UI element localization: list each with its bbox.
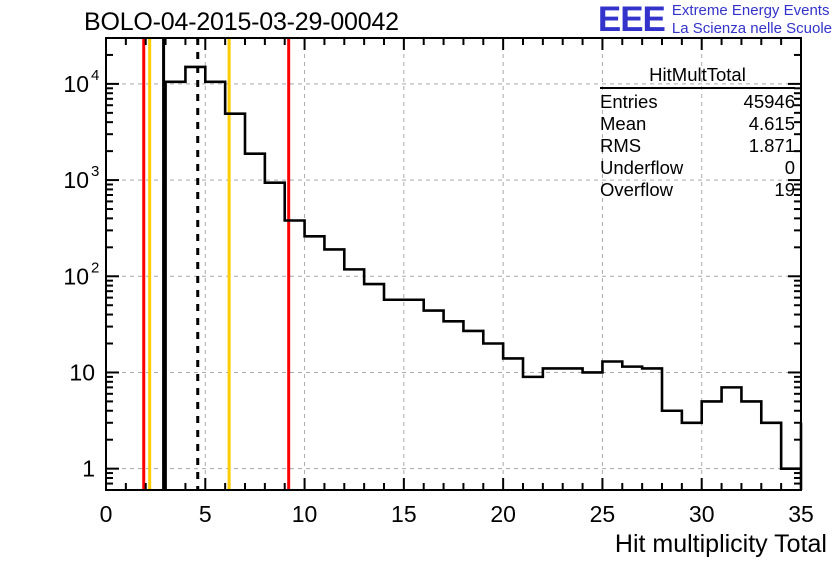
stats-row-label: Overflow [600, 179, 673, 200]
y-tick-label: 10 [69, 359, 95, 385]
x-tick-label: 10 [292, 501, 318, 527]
stats-row-label: Underflow [600, 157, 684, 178]
y-tick-label: 1 [82, 456, 95, 482]
stats-row-list: Entries 45946 Mean 4.615 RMS 1.871 Underflow 0 O… [596, 91, 799, 201]
stats-row-value: 19 [774, 179, 795, 200]
stats-row: Mean 4.615 [596, 113, 799, 135]
eee-logo: EEE Extreme Energy Events La Scienza nel… [598, 2, 832, 37]
x-tick-label: 30 [689, 501, 715, 527]
x-tick-label: 35 [788, 501, 814, 527]
eee-logo-mark: EEE [597, 0, 666, 39]
marker-lines [142, 38, 291, 490]
svg-text:2: 2 [91, 259, 99, 276]
histogram-step-path [164, 65, 803, 490]
svg-text:10: 10 [63, 263, 89, 289]
eee-logo-line2: La Scienza nelle Scuole [671, 19, 832, 37]
x-tick-label: 15 [391, 501, 417, 527]
stats-row-label: Mean [600, 113, 647, 134]
grid-lines [106, 38, 802, 490]
svg-text:10: 10 [63, 71, 89, 97]
svg-text:10: 10 [63, 167, 89, 193]
stats-row-label: Entries [600, 91, 658, 112]
stats-row-value: 1.871 [748, 135, 795, 156]
y-tick-label: 10 3 [63, 163, 99, 193]
axis-frame [105, 37, 802, 491]
stats-row-value: 4.615 [748, 113, 795, 134]
x-tick-label: 5 [199, 501, 212, 527]
svg-text:4: 4 [91, 67, 99, 84]
histogram-outline [164, 65, 803, 490]
stats-box-title: HitMultTotal [600, 64, 795, 89]
stats-row-value: 45946 [743, 91, 795, 112]
stats-box: HitMultTotal Entries 45946 Mean 4.615 RMS 1.8… [596, 64, 799, 201]
x-axis-title: Hit multiplicity Total [614, 530, 827, 558]
eee-logo-line1: Extreme Energy Events [671, 2, 830, 20]
eee-logo-text: Extreme Energy Events La Scienza nelle S… [672, 2, 832, 37]
stats-row: Overflow 19 [596, 179, 799, 201]
x-tick-label: 25 [590, 501, 616, 527]
x-tick-label: 0 [100, 501, 113, 527]
stats-row: RMS 1.871 [596, 135, 799, 157]
stats-row: Entries 45946 [596, 91, 799, 113]
svg-text:3: 3 [91, 163, 99, 180]
stats-row-label: RMS [600, 135, 642, 156]
stats-row: Underflow 0 [596, 157, 799, 179]
y-tick-label: 10 2 [63, 259, 99, 289]
x-tick-label: 20 [490, 501, 516, 527]
axis-ticks [105, 37, 802, 491]
y-tick-label: 10 4 [63, 67, 99, 97]
page-title: BOLO-04-2015-03-29-00042 [84, 8, 399, 36]
stats-row-value: 0 [784, 157, 795, 178]
